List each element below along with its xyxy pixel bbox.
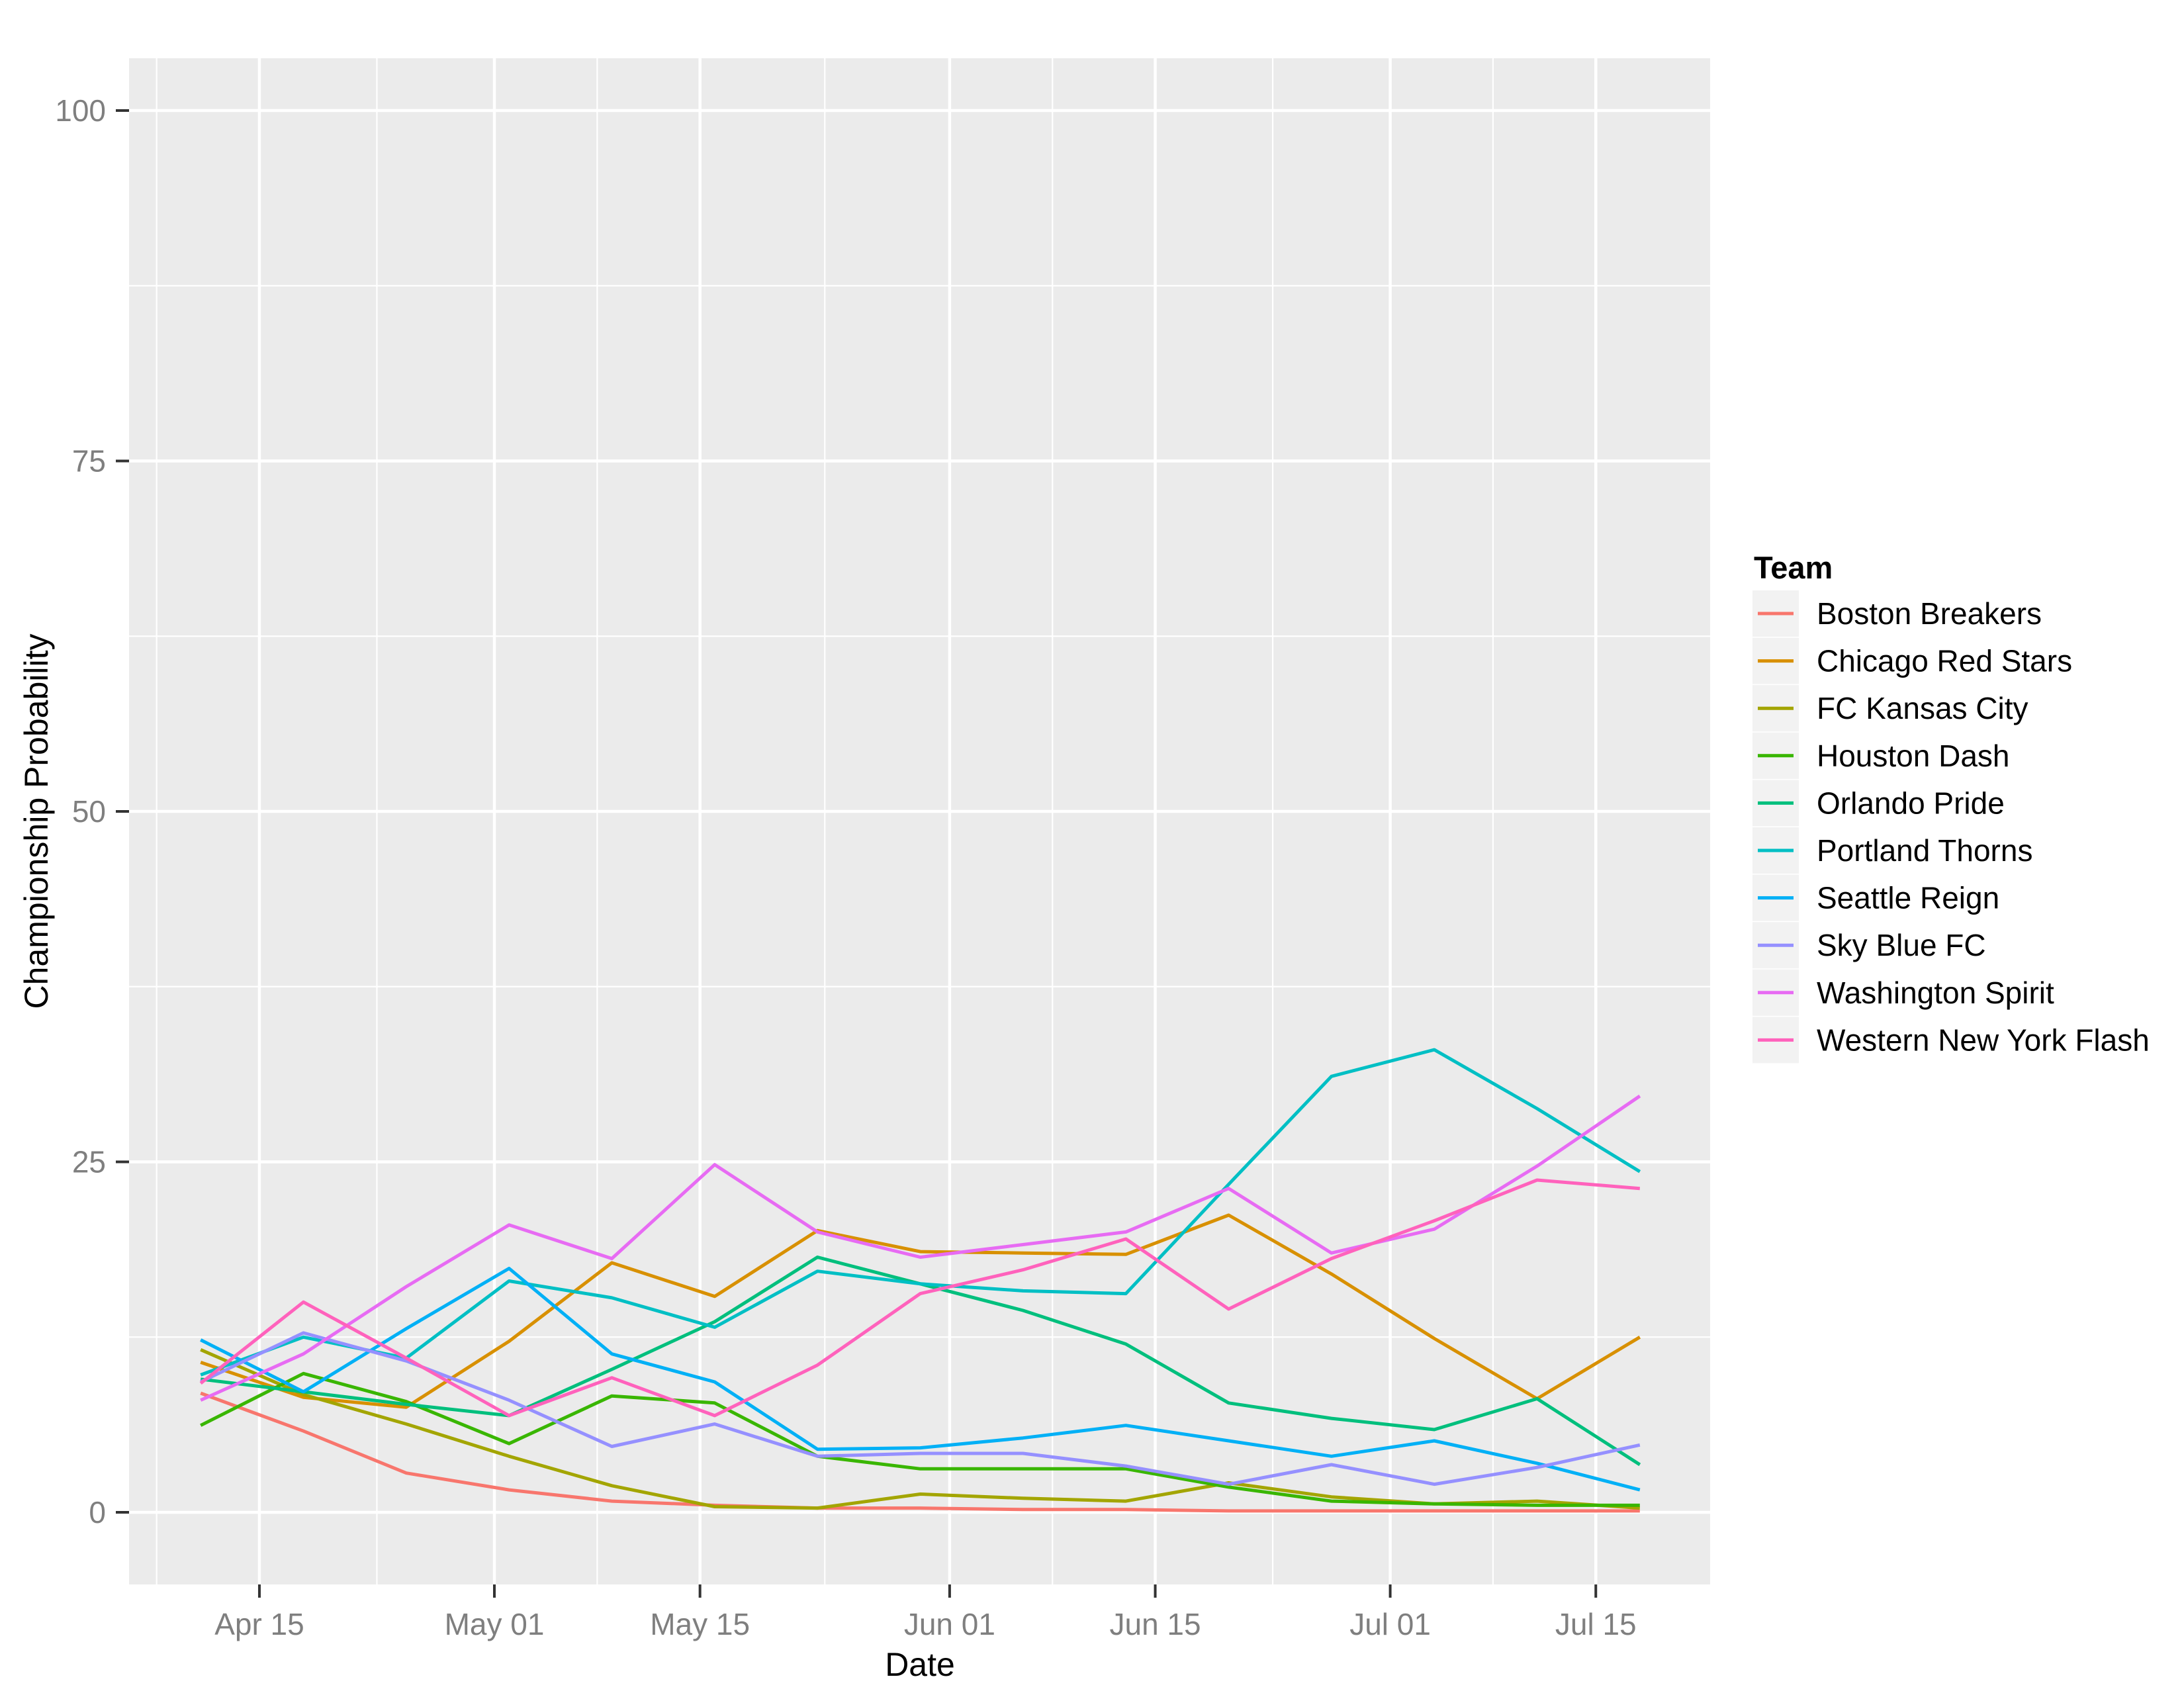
legend-item-seattle-reign: Seattle Reign (1752, 874, 1999, 921)
legend-item-label: Seattle Reign (1817, 881, 1999, 915)
plot-panel (129, 58, 1710, 1584)
legend-item-fc-kansas-city: FC Kansas City (1752, 685, 2028, 732)
legend-item-boston-breakers: Boston Breakers (1752, 590, 2042, 637)
series-line-seattle-reign (200, 1267, 1641, 1492)
series-line-western-new-york-flash (199, 1178, 1641, 1418)
series-line-portland-thorns (200, 1048, 1641, 1377)
series-line-boston-breakers (200, 1391, 1640, 1513)
legend-item-label: Orlando Pride (1817, 786, 2005, 820)
major-gridlines (129, 58, 1710, 1584)
y-tick-label: 100 (55, 93, 106, 128)
legend-item-label: Houston Dash (1817, 739, 2010, 773)
legend: Team Boston Breakers Chicago Red Stars FC … (1752, 550, 2150, 1064)
legend-item-label: FC Kansas City (1817, 691, 2028, 725)
legend-item-label: Washington Spirit (1817, 976, 2054, 1010)
series-line-houston-dash (200, 1371, 1640, 1507)
x-tick-label: Jul 15 (1555, 1607, 1637, 1641)
y-axis-tick-labels: 0 25 50 75 100 (55, 93, 106, 1530)
x-tick-label: Jun 01 (904, 1607, 995, 1641)
x-tick-label: Apr 15 (214, 1607, 304, 1641)
legend-item-portland-thorns: Portland Thorns (1752, 827, 2032, 874)
series-line-washington-spirit (200, 1094, 1641, 1402)
legend-item-sky-blue-fc: Sky Blue FC (1752, 922, 1986, 969)
axis-tick-marks (116, 109, 1598, 1598)
legend-item-label: Portland Thorns (1817, 833, 2032, 868)
x-tick-label: May 01 (445, 1607, 545, 1641)
legend-item-label: Sky Blue FC (1817, 928, 1986, 962)
x-tick-label: Jun 15 (1109, 1607, 1201, 1641)
legend-item-western-new-york-flash: Western New York Flash (1752, 1017, 2150, 1064)
y-tick-label: 25 (72, 1145, 106, 1179)
legend-item-houston-dash: Houston Dash (1752, 732, 2010, 779)
y-tick-label: 75 (72, 444, 106, 479)
legend-item-label: Chicago Red Stars (1817, 644, 2072, 678)
x-tick-label: May 15 (650, 1607, 750, 1641)
legend-item-label: Boston Breakers (1817, 596, 2042, 631)
series-line-chicago-red-stars (200, 1213, 1641, 1409)
x-axis-title: Date (885, 1646, 955, 1683)
y-tick-label: 50 (72, 794, 106, 829)
x-tick-label: Jul 01 (1349, 1607, 1431, 1641)
legend-item-label: Western New York Flash (1817, 1023, 2150, 1057)
minor-gridlines (129, 58, 1710, 1584)
series-line-sky-blue-fc (200, 1331, 1641, 1486)
legend-item-washington-spirit: Washington Spirit (1752, 969, 2054, 1016)
y-tick-label: 0 (89, 1495, 106, 1530)
legend-title: Team (1754, 550, 1833, 585)
x-axis-tick-labels: Apr 15 May 01 May 15 Jun 01 Jun 15 Jul 01 Jul … (214, 1607, 1636, 1641)
data-series-lines (199, 1048, 1641, 1513)
legend-item-chicago-red-stars: Chicago Red Stars (1752, 637, 2072, 684)
y-axis-title: Championship Probability (18, 634, 55, 1009)
legend-items: Boston Breakers Chicago Red Stars FC Kansa… (1752, 590, 2150, 1064)
legend-item-orlando-pride: Orlando Pride (1752, 780, 2005, 827)
